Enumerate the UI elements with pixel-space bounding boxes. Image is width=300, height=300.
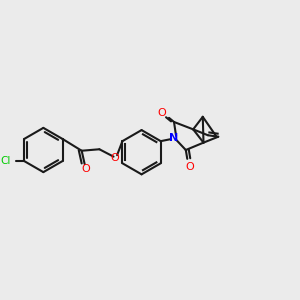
- Text: Cl: Cl: [1, 156, 11, 166]
- Text: O: O: [82, 164, 91, 174]
- Text: O: O: [111, 153, 119, 163]
- Text: O: O: [158, 107, 167, 118]
- Text: O: O: [185, 162, 194, 172]
- Text: N: N: [169, 133, 178, 142]
